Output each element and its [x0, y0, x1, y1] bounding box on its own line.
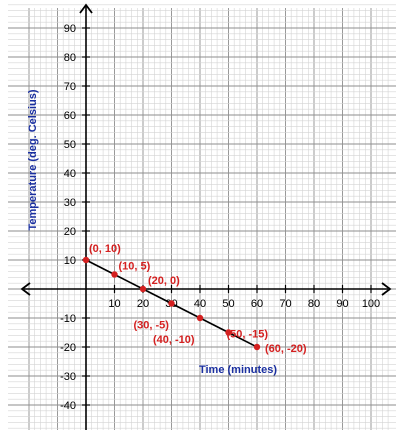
y-tick-label: 40 [64, 168, 76, 180]
x-tick-label: 10 [108, 298, 120, 310]
data-point [82, 256, 90, 264]
data-point [111, 271, 118, 278]
y-tick-label: 10 [64, 255, 76, 267]
y-tick-label: 30 [64, 197, 76, 209]
grid [8, 4, 396, 430]
y-tick-label: -30 [60, 371, 76, 383]
point-labels: (0, 10) (10, 5) (20, 0) (30, -5) (40, -10) (5… [89, 243, 307, 355]
point-label: (10, 5) [119, 261, 151, 273]
y-tick-label: -20 [60, 342, 76, 354]
data-point [168, 300, 175, 307]
point-label: (0, 10) [89, 243, 121, 255]
point-label: (40, -10) [153, 334, 195, 346]
x-tick-label: 70 [279, 298, 291, 310]
y-tick-label: 90 [64, 23, 76, 35]
point-label: (30, -5) [134, 320, 170, 332]
x-axis-arrow-right [381, 282, 392, 296]
y-tick-label: 80 [64, 52, 76, 64]
x-tick-label: 80 [308, 298, 320, 310]
point-label: (50, -15) [227, 329, 269, 341]
point-label: (60, -20) [265, 343, 307, 355]
y-axis-arrow-up [79, 3, 93, 14]
y-axis-title: Temperature (deg. Celsius) [27, 89, 39, 230]
x-axis-arrow-left [20, 282, 31, 296]
x-axis-title: Time (minutes) [199, 364, 277, 376]
x-tick-label: 90 [336, 298, 348, 310]
y-tick-label: 50 [64, 139, 76, 151]
tick-labels: 102030405060708090100908070605040302010-… [60, 23, 380, 412]
x-tick-label: 60 [251, 298, 263, 310]
y-tick-label: -10 [60, 313, 76, 325]
data-point [253, 343, 261, 351]
data-point [139, 285, 147, 293]
y-tick-label: -40 [60, 400, 76, 412]
series [82, 256, 261, 351]
x-tick-label: 100 [362, 298, 380, 310]
data-point [196, 314, 204, 322]
x-tick-label: 20 [137, 298, 149, 310]
y-tick-label: 60 [64, 110, 76, 122]
x-tick-label: 40 [194, 298, 206, 310]
y-tick-label: 70 [64, 81, 76, 93]
y-tick-label: 20 [64, 226, 76, 238]
data-point [225, 329, 232, 336]
x-tick-label: 50 [222, 298, 234, 310]
point-label: (20, 0) [148, 275, 180, 287]
